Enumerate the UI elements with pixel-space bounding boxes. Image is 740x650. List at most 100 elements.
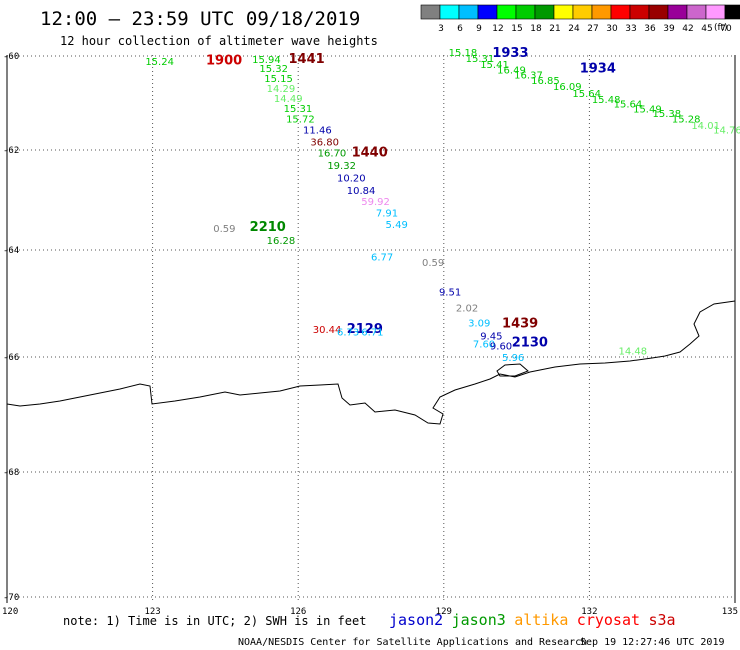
color-scale-unit: (ft) xyxy=(714,23,728,33)
scale-bin xyxy=(724,4,740,20)
antarctic-coastline xyxy=(6,300,736,425)
wave-height-value: 15.18 xyxy=(449,48,478,59)
footer-credit: NOAA/NESDIS Center for Satellite Applica… xyxy=(238,637,587,648)
map-subtitle: 12 hour collection of altimeter wave hei… xyxy=(60,34,378,48)
wave-height-value: 15.38 xyxy=(652,109,681,120)
map-frame xyxy=(6,55,736,603)
scale-bin-label: 27 xyxy=(587,24,598,34)
wave-height-value: 2.02 xyxy=(456,304,478,315)
longitude-tick-label: 129 xyxy=(436,607,452,617)
scale-bin-label: 12 xyxy=(492,24,503,34)
wave-height-value: 15.72 xyxy=(286,114,315,125)
map-title: 12:00 – 23:59 UTC 09/18/2019 xyxy=(40,8,360,30)
wave-height-value: 6.73 xyxy=(337,328,359,339)
wave-height-value: 15.94 xyxy=(252,55,281,66)
wave-height-value: 14.29 xyxy=(267,84,296,95)
latitude-tick-label: -68 xyxy=(3,468,19,478)
wave-height-value: 14.01 xyxy=(691,121,720,132)
track-time-label: 1900 xyxy=(206,53,242,68)
satellite-legend: jason2 jason3 altika cryosat s3a xyxy=(389,611,676,629)
scale-bin xyxy=(686,4,707,20)
footer-note: note: 1) Time is in UTC; 2) SWH is in fe… xyxy=(63,614,366,628)
wave-height-value: 59.92 xyxy=(361,197,390,208)
scale-bin-label: 39 xyxy=(663,24,675,34)
track-time-label: 1439 xyxy=(502,317,538,332)
wave-height-value: 0.59 xyxy=(422,258,444,269)
track-time-label: 2129 xyxy=(347,322,383,337)
wave-height-value: 3.09 xyxy=(468,319,490,330)
longitude-tick-label: 135 xyxy=(722,607,738,617)
wave-height-value: 15.41 xyxy=(480,60,509,71)
latitude-tick-label: -70 xyxy=(3,593,19,603)
wave-height-value: 16.85 xyxy=(531,76,560,87)
wave-height-value: 16.49 xyxy=(497,65,526,76)
wave-height-value: 15.31 xyxy=(466,54,495,65)
wave-height-value: 6.71 xyxy=(361,328,383,339)
wave-height-value: 16.28 xyxy=(267,236,296,247)
wave-height-value: 19.32 xyxy=(327,161,356,172)
scale-bin xyxy=(648,4,669,20)
wave-height-value: 15.49 xyxy=(633,104,662,115)
scale-bin xyxy=(420,4,441,20)
latitude-tick-label: -64 xyxy=(3,246,19,256)
wave-height-value: 11.46 xyxy=(303,126,332,137)
track-time-label: 1440 xyxy=(352,146,388,161)
scale-bin xyxy=(496,4,517,20)
scale-bin-label: 6 xyxy=(457,24,463,34)
wave-height-value: 6.77 xyxy=(371,253,393,264)
scale-bin-label: 18 xyxy=(530,24,542,34)
wave-height-observations: 15.24 15.9415.3215.1514.2914.4915.3115.72… xyxy=(145,48,740,364)
scale-bin xyxy=(667,4,688,20)
wave-height-value: 0.59 xyxy=(213,224,235,235)
latitude-tick-label: -66 xyxy=(3,353,19,363)
longitude-tick-label: 120 xyxy=(2,607,18,617)
wave-height-value: 5.96 xyxy=(502,353,524,364)
scale-bin xyxy=(515,4,536,20)
scale-bin xyxy=(705,4,726,20)
track-time-label: 1933 xyxy=(492,46,528,61)
wave-height-value: 16.70 xyxy=(318,149,347,160)
scale-bin xyxy=(553,4,574,20)
wave-height-value: 15.64 xyxy=(572,89,601,100)
scale-bin-label: 3 xyxy=(438,24,444,34)
satellite-name: altika xyxy=(514,611,568,629)
track-time-label: 1441 xyxy=(288,52,324,67)
scale-bin-label: 30 xyxy=(606,24,618,34)
wave-height-value: 16.37 xyxy=(514,71,543,82)
scale-bin xyxy=(458,4,479,20)
latitude-tick-label: -62 xyxy=(3,146,19,156)
satellite-name: cryosat xyxy=(577,611,640,629)
wave-height-value: 9.45 xyxy=(480,331,502,342)
scale-bin xyxy=(591,4,612,20)
wave-height-value: 15.31 xyxy=(284,104,313,115)
longitude-labels: 120 123 126 129 132 135 xyxy=(2,607,738,617)
scale-bin-label: 70 xyxy=(720,24,732,34)
wave-height-value: 9.60 xyxy=(490,342,512,353)
longitude-tick-label: 132 xyxy=(581,607,597,617)
coast-inlet xyxy=(496,363,529,377)
footer-timestamp: Sep 19 12:27:46 UTC 2019 xyxy=(580,637,725,648)
scale-bin-label: 15 xyxy=(511,24,522,34)
track-time-labels: 1900 1441 1440 2210 1933 1934 2129 1439 2130 xyxy=(206,46,616,350)
scale-bin xyxy=(439,4,460,20)
scale-bin xyxy=(534,4,555,20)
wave-height-value: 36.80 xyxy=(310,137,339,148)
scale-bin xyxy=(477,4,498,20)
wave-height-value: 30.44 xyxy=(313,325,342,336)
scale-bin-label: 9 xyxy=(476,24,482,34)
wave-height-value: 14.49 xyxy=(274,94,303,105)
wave-height-value: 15.32 xyxy=(259,64,288,75)
scale-bin xyxy=(610,4,631,20)
satellite-name: s3a xyxy=(649,611,676,629)
wave-height-value: 9.51 xyxy=(439,287,461,298)
satellite-name: jason2 xyxy=(389,611,443,629)
scale-bin-label: 21 xyxy=(549,24,560,34)
wave-height-value: 15.24 xyxy=(145,57,174,68)
wave-height-value: 7.91 xyxy=(376,209,398,220)
wave-height-value: 15.48 xyxy=(592,95,621,106)
wave-height-value: 14.48 xyxy=(619,346,648,357)
wave-height-value: 16.09 xyxy=(553,82,582,93)
scale-bin-label: 42 xyxy=(682,24,693,34)
latitude-tick-label: -60 xyxy=(3,52,19,62)
wave-height-value: 10.20 xyxy=(337,174,366,185)
